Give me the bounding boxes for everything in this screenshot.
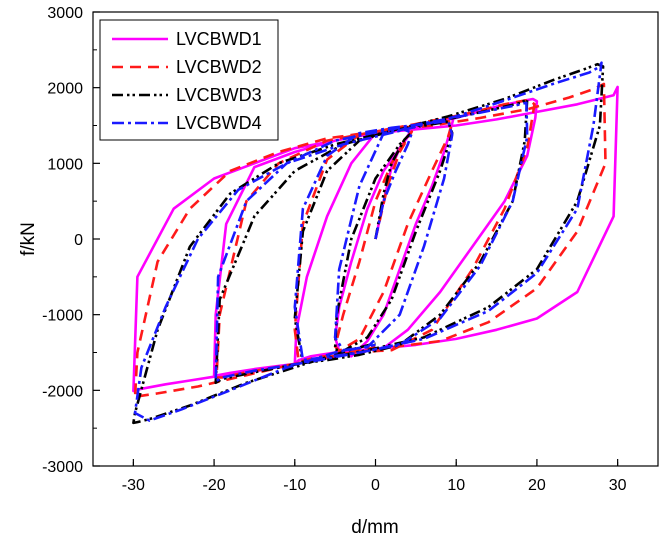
axis-tick-labels: -30 -20 -10 0 10 20 30 -3000 -2000 -1000 0 1000 2000… <box>42 5 627 494</box>
axis-ticks <box>93 11 619 467</box>
legend-label-2: LVCBWD2 <box>176 57 262 77</box>
series-line-4 <box>133 61 603 422</box>
legend-label-3: LVCBWD3 <box>176 85 262 105</box>
y-tick-label: 0 <box>74 232 83 249</box>
legend-label-4: LVCBWD4 <box>176 113 262 133</box>
legend-label-1: LVCBWD1 <box>176 29 262 49</box>
curves-layer <box>132 61 619 425</box>
y-tick-label: 2000 <box>47 81 83 98</box>
legend-items: LVCBWD1 LVCBWD2 LVCBWD3 LVCBWD4 <box>112 29 262 133</box>
y-tick-label: -3000 <box>42 459 83 476</box>
legend: LVCBWD1 LVCBWD2 LVCBWD3 LVCBWD4 <box>99 19 279 141</box>
x-tick-label: 20 <box>528 477 546 494</box>
x-axis-title: d/mm <box>351 517 399 538</box>
y-tick-label: -1000 <box>42 308 83 325</box>
y-tick-label: -2000 <box>42 383 83 400</box>
x-tick-label: -10 <box>283 477 306 494</box>
x-tick-label: -30 <box>122 477 145 494</box>
y-tick-label: 1000 <box>47 156 83 173</box>
y-tick-label: 3000 <box>47 5 83 22</box>
x-tick-label: 30 <box>609 477 627 494</box>
x-tick-label: -20 <box>203 477 226 494</box>
y-axis-title: f/kN <box>18 222 39 256</box>
x-tick-label: 10 <box>447 477 465 494</box>
x-tick-label: 0 <box>371 477 380 494</box>
